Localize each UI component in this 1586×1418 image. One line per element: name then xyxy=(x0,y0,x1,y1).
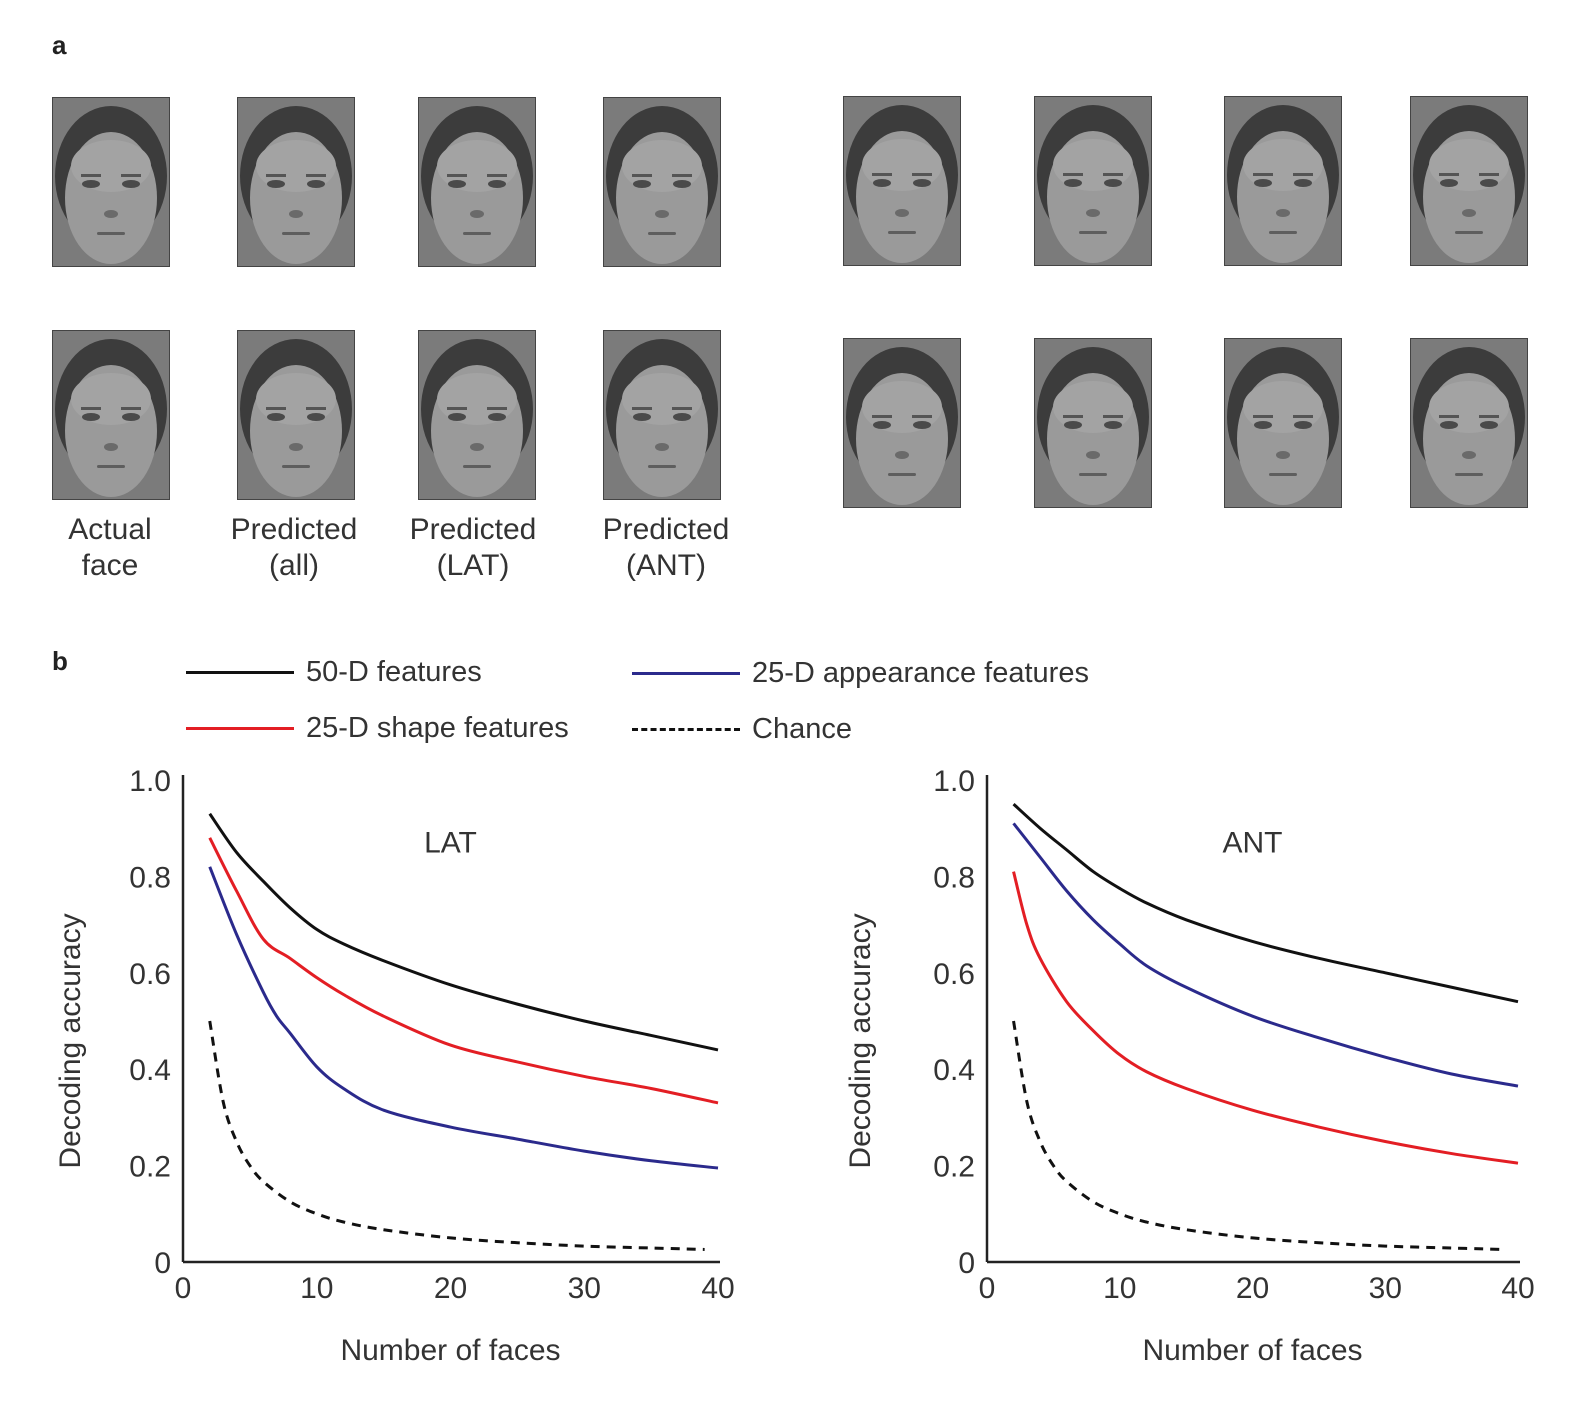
chart-ant: 0 0.2 0.4 0.6 0.8 1.0 0 10 20 30 40 Number of faces… xyxy=(844,765,1535,1367)
face-image-right-row1-predicted-all xyxy=(1034,96,1152,266)
legend-item-appearance: 25-D appearance features xyxy=(632,657,1089,690)
caption-line2: (ANT) xyxy=(626,549,706,582)
series-line-25-d-appearance-features xyxy=(1012,822,1519,1088)
caption-line1: Predicted xyxy=(409,513,537,546)
y-tick-label: 1.0 xyxy=(129,765,171,798)
x-tick-label: 0 xyxy=(175,1272,192,1305)
face-image-left-row2-predicted-lat xyxy=(418,330,536,500)
x-tick-label: 30 xyxy=(568,1272,601,1305)
x-tick-label: 10 xyxy=(300,1272,333,1305)
y-tick-label: 0 xyxy=(958,1247,975,1280)
x-axis-label: Number of faces xyxy=(1142,1334,1362,1367)
face-image-left-row1-predicted-lat xyxy=(418,97,536,267)
chart-lat: 0 0.2 0.4 0.6 0.8 1.0 0 10 20 30 40 Number of faces… xyxy=(54,765,735,1367)
legend-item-50d: 50-D features xyxy=(186,656,482,689)
face-image-right-row2-predicted-lat xyxy=(1224,338,1342,508)
y-tick-label: 0.4 xyxy=(933,1054,975,1087)
x-tick-label: 40 xyxy=(701,1272,734,1305)
legend-swatch-solid-red xyxy=(186,727,294,730)
x-axis-label: Number of faces xyxy=(340,1334,560,1367)
series-line-50-d-features xyxy=(1012,802,1519,1004)
series-line-chance xyxy=(208,1020,705,1251)
legend-item-shape: 25-D shape features xyxy=(186,712,569,745)
y-tick-label: 0.6 xyxy=(933,958,975,991)
y-tick-label: 0.8 xyxy=(933,861,975,894)
legend-label: 50-D features xyxy=(306,656,482,688)
x-tick-label: 10 xyxy=(1103,1272,1136,1305)
face-image-right-row2-predicted-ant xyxy=(1410,338,1528,508)
y-tick-label: 0 xyxy=(154,1247,171,1280)
x-tick-label: 40 xyxy=(1501,1272,1534,1305)
caption-actual-face: Actual face xyxy=(10,512,210,584)
legend-label: 25-D shape features xyxy=(306,712,569,744)
legend-swatch-dashed-black xyxy=(632,728,740,731)
legend-label: 25-D appearance features xyxy=(752,657,1089,689)
legend-swatch-solid-blue xyxy=(632,672,740,675)
caption-line2: face xyxy=(81,549,139,582)
legend-swatch-solid-black xyxy=(186,671,294,674)
x-tick-label: 20 xyxy=(434,1272,467,1305)
caption-line2: (LAT) xyxy=(436,549,510,582)
x-tick-label: 30 xyxy=(1369,1272,1402,1305)
caption-predicted-ant: Predicted (ANT) xyxy=(566,512,766,584)
y-tick-label: 0.8 xyxy=(129,861,171,894)
face-image-left-row1-predicted-all xyxy=(237,97,355,267)
series-line-25-d-appearance-features xyxy=(208,866,719,1170)
face-image-right-row2-predicted-all xyxy=(1034,338,1152,508)
face-image-left-row1-predicted-ant xyxy=(603,97,721,267)
caption-predicted-lat: Predicted (LAT) xyxy=(373,512,573,584)
panel-b-label: b xyxy=(52,646,68,676)
chart-title: ANT xyxy=(1223,826,1283,859)
series-line-50-d-features xyxy=(208,812,719,1052)
y-axis-label: Decoding accuracy xyxy=(844,913,877,1168)
y-tick-label: 0.4 xyxy=(129,1054,171,1087)
y-axis-label: Decoding accuracy xyxy=(54,913,87,1168)
face-image-left-row2-predicted-ant xyxy=(603,330,721,500)
face-image-left-row2-predicted-all xyxy=(237,330,355,500)
y-tick-label: 0.2 xyxy=(129,1151,171,1184)
face-image-right-row1-predicted-ant xyxy=(1410,96,1528,266)
chart-title: LAT xyxy=(424,826,477,859)
caption-predicted-all: Predicted (all) xyxy=(194,512,394,584)
face-image-right-row2-actual xyxy=(843,338,961,508)
legend-label: Chance xyxy=(752,713,852,745)
face-image-left-row2-actual xyxy=(52,330,170,500)
caption-line1: Predicted xyxy=(230,513,358,546)
series-line-25-d-shape-features xyxy=(208,837,719,1105)
y-tick-label: 0.6 xyxy=(129,958,171,991)
face-image-right-row1-predicted-lat xyxy=(1224,96,1342,266)
face-image-left-row1-actual xyxy=(52,97,170,267)
panel-a-label: a xyxy=(52,30,67,60)
caption-line2: (all) xyxy=(269,549,319,582)
y-tick-label: 1.0 xyxy=(933,765,975,798)
caption-line1: Actual xyxy=(68,513,152,546)
y-tick-label: 0.2 xyxy=(933,1151,975,1184)
face-image-right-row1-actual xyxy=(843,96,961,266)
series-line-25-d-shape-features xyxy=(1012,871,1519,1165)
x-tick-label: 0 xyxy=(979,1272,996,1305)
series-line-chance xyxy=(1012,1020,1505,1251)
legend-item-chance: Chance xyxy=(632,713,852,746)
caption-line1: Predicted xyxy=(602,513,730,546)
x-tick-label: 20 xyxy=(1236,1272,1269,1305)
